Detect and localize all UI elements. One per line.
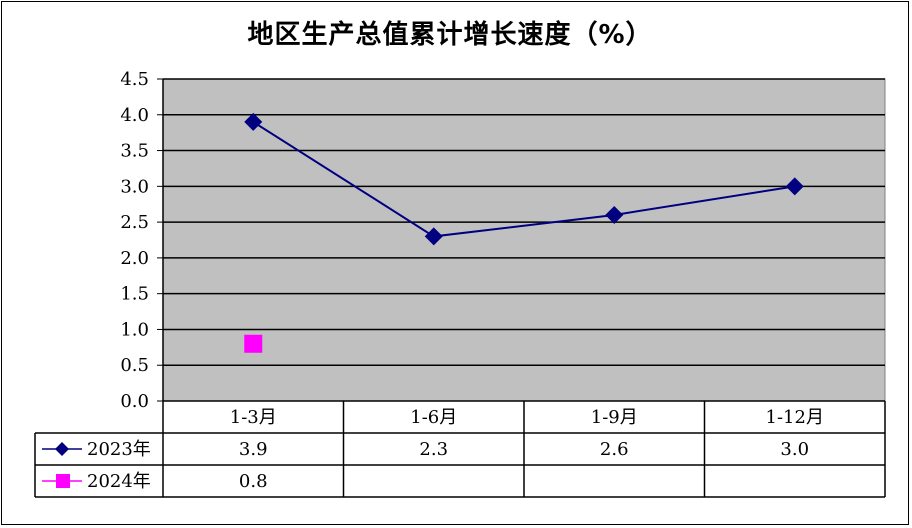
y-tick-label: 3.5 <box>120 141 149 162</box>
x-category-label: 1-9月 <box>591 407 638 428</box>
legend-label: 2023年 <box>87 439 151 460</box>
data-table-value: 0.8 <box>239 471 268 492</box>
data-point-diamond <box>785 177 804 196</box>
legend-square-marker <box>56 474 70 488</box>
data-table-value: 3.9 <box>239 439 268 460</box>
data-point-diamond <box>424 227 443 246</box>
x-category-label: 1-3月 <box>230 407 277 428</box>
y-tick-label: 1.0 <box>120 319 149 340</box>
chart-title: 地区生产总值累计增长速度（%） <box>247 20 653 50</box>
data-point-diamond <box>244 112 263 131</box>
y-tick-label: 2.0 <box>120 248 149 269</box>
data-table: 1-3月 1-6月 1-9月 1-12月 2023年 3.9 2.3 2.6 3.0 2024年 0… <box>34 400 886 498</box>
legend-label: 2024年 <box>87 471 151 492</box>
y-axis: 0.0 0.5 1.0 1.5 2.0 2.5 3.0 3.5 4.0 4.5 <box>120 69 164 412</box>
gridlines <box>163 78 885 366</box>
y-tick-label: 4.0 <box>120 105 149 126</box>
data-table-value: 3.0 <box>780 439 809 460</box>
data-table-value: 2.6 <box>600 439 629 460</box>
data-table-value: 2.3 <box>419 439 448 460</box>
y-tick-label: 3.0 <box>120 176 149 197</box>
y-tick-label: 1.5 <box>120 284 149 305</box>
x-category-label: 1-6月 <box>410 407 457 428</box>
series-line <box>252 121 795 238</box>
y-tick-label: 0.0 <box>120 391 149 412</box>
series-layer <box>244 112 804 353</box>
y-tick-label: 4.5 <box>120 69 149 90</box>
plot-area <box>162 78 886 402</box>
y-tick-label: 2.5 <box>120 212 149 233</box>
x-category-label: 1-12月 <box>766 407 824 428</box>
y-tick-label: 0.5 <box>120 355 149 376</box>
data-point-diamond <box>605 205 624 224</box>
data-point-square <box>244 334 263 353</box>
legend-diamond-marker <box>55 442 69 456</box>
